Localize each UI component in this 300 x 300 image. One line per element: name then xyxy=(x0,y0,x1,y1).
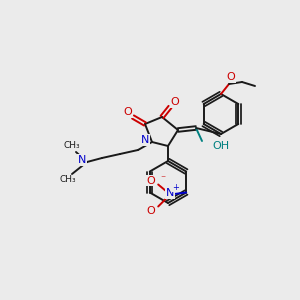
Text: OH: OH xyxy=(212,141,229,151)
Text: N: N xyxy=(166,188,174,199)
Text: O: O xyxy=(171,97,179,107)
Text: N: N xyxy=(78,155,86,165)
Text: O: O xyxy=(226,72,236,82)
Text: +: + xyxy=(172,183,178,192)
Text: O: O xyxy=(124,107,132,117)
Text: N: N xyxy=(141,135,149,145)
Text: O: O xyxy=(147,206,156,215)
Text: O: O xyxy=(147,176,156,185)
Text: CH₃: CH₃ xyxy=(64,142,80,151)
Text: CH₃: CH₃ xyxy=(60,176,76,184)
Text: ⁻: ⁻ xyxy=(160,175,166,184)
